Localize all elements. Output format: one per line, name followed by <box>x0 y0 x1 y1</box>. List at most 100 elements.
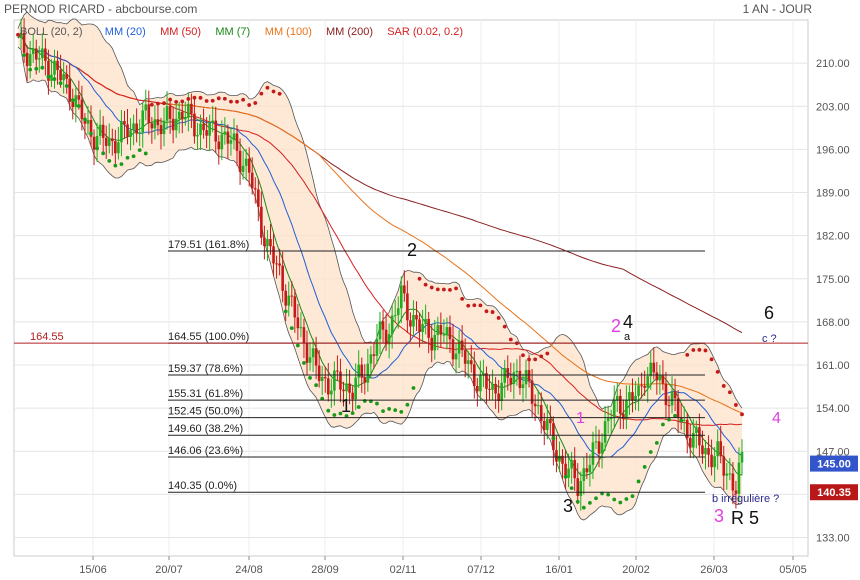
sar-dot <box>253 101 258 105</box>
candle-body <box>305 342 309 363</box>
sar-dot <box>484 309 489 314</box>
legend-item: MM (50) <box>160 26 201 38</box>
candle-body <box>725 473 729 476</box>
candle-body <box>661 375 665 384</box>
candle-body <box>688 437 692 448</box>
candle-body <box>615 395 619 401</box>
candle-body <box>120 121 123 143</box>
candle-body <box>159 125 163 135</box>
sar-dot <box>521 353 525 358</box>
candle-body <box>594 441 598 443</box>
candle-body <box>360 364 364 378</box>
candle-body <box>555 450 558 462</box>
x-tick-label: 20/07 <box>155 564 183 576</box>
candle-body <box>174 118 178 131</box>
candle-body <box>363 377 367 383</box>
candle-body <box>141 110 145 133</box>
candle-body <box>509 377 513 385</box>
sar-dot <box>423 282 428 287</box>
candle-body <box>469 360 473 365</box>
sar-dot <box>180 99 185 104</box>
candle-body <box>126 124 129 137</box>
y-tick-label: 133.00 <box>816 533 850 545</box>
candle-body <box>369 354 373 364</box>
candle-body <box>658 375 662 381</box>
sar-dot <box>411 386 416 390</box>
candle-body <box>150 123 154 129</box>
candle-body <box>180 111 184 120</box>
candle-body <box>171 118 175 131</box>
sar-dot <box>472 303 477 308</box>
candle-body <box>59 70 62 81</box>
candle-body <box>68 78 72 102</box>
candle-body <box>281 265 284 291</box>
candle-body <box>536 405 540 407</box>
candle-body <box>111 138 114 142</box>
candle-body <box>217 141 221 150</box>
sar-dot <box>204 99 209 103</box>
sar-dot <box>247 103 252 107</box>
bollinger-band-fill <box>18 12 742 520</box>
sar-dot <box>344 414 349 418</box>
candle-body <box>330 390 333 395</box>
sar-dot <box>740 412 744 417</box>
sar-dot <box>709 357 714 362</box>
legend-item: MM (20) <box>105 26 146 38</box>
candle-body <box>229 140 233 144</box>
candle-body <box>506 368 510 378</box>
candle-body <box>421 324 424 332</box>
candle-body <box>442 334 446 336</box>
sar-dot <box>630 494 635 499</box>
candle-body <box>65 74 68 79</box>
candle-body <box>625 399 628 419</box>
candle-body <box>564 463 567 478</box>
sar-dot <box>125 155 130 160</box>
x-tick-label: 28/09 <box>311 564 339 576</box>
candle-body <box>530 380 534 404</box>
candle-body <box>193 113 196 137</box>
candle-body <box>418 319 421 332</box>
bollinger-lower-line <box>17 46 743 521</box>
sar-dot <box>222 96 227 101</box>
wave-label: 1 <box>341 396 351 416</box>
candle-body <box>348 383 351 393</box>
wave-label: 4 <box>623 312 633 332</box>
candle-body <box>393 315 397 317</box>
x-tick-label: 16/01 <box>545 564 573 576</box>
candle-body <box>77 95 81 100</box>
sar-dot <box>551 436 556 441</box>
candle-body <box>719 441 723 457</box>
candle-body <box>561 455 564 464</box>
candle-body <box>83 119 87 124</box>
candle-body <box>637 385 640 396</box>
candle-body <box>448 327 452 340</box>
wave-label: 1 <box>576 410 585 427</box>
candle-body <box>28 54 32 67</box>
sar-dot <box>527 357 531 362</box>
fib-label: 155.31 (61.8%) <box>168 388 243 400</box>
sar-dot <box>271 89 276 94</box>
wave-label: 3 <box>563 496 573 516</box>
candle-body <box>460 340 464 351</box>
candle-body <box>634 395 637 401</box>
candle-body <box>196 134 199 137</box>
candle-body <box>488 388 491 390</box>
wave-label: c ? <box>762 333 777 345</box>
candle-body <box>278 263 281 266</box>
chart-title: PERNOD RICARD - abcbourse.com <box>4 2 198 16</box>
candle-body <box>226 131 230 144</box>
y-tick-label: 147.00 <box>816 446 850 458</box>
candle-body <box>165 106 169 121</box>
candle-body <box>205 130 208 136</box>
sar-dot <box>198 95 203 100</box>
candle-body <box>339 371 342 390</box>
candle-body <box>86 119 90 124</box>
legend-item: BOLL (20, 2) <box>20 26 83 38</box>
sar-dot <box>490 310 495 314</box>
candle-body <box>500 382 503 402</box>
sar-dot <box>381 409 385 414</box>
candle-body <box>445 327 449 335</box>
sar-dot <box>295 343 300 348</box>
candle-body <box>214 120 218 142</box>
candle-body <box>147 104 151 124</box>
